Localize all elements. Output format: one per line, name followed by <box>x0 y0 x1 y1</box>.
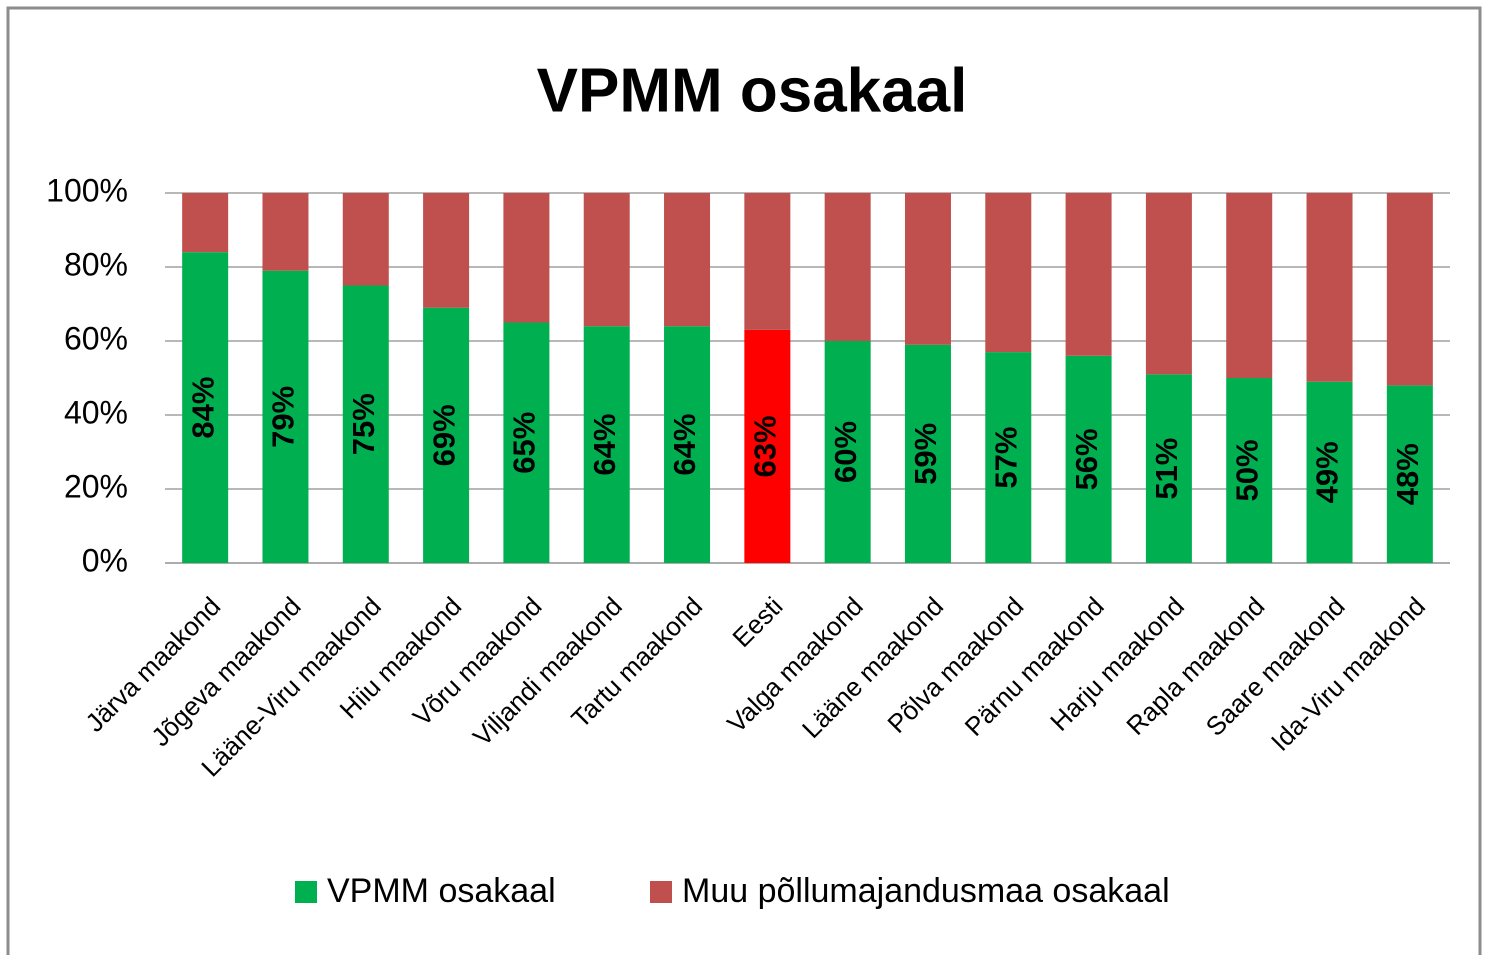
bar-segment <box>1145 374 1192 563</box>
bar-segment <box>1386 193 1433 386</box>
bar-segment <box>744 193 791 330</box>
data-label: 56% <box>1069 428 1104 490</box>
chart-title: VPMM osakaal <box>537 56 968 125</box>
legend-swatch <box>650 881 672 903</box>
bar-segment <box>423 307 470 563</box>
y-tick-label: 100% <box>46 172 128 208</box>
bar-segment <box>503 322 550 563</box>
bar-segment <box>503 193 550 323</box>
bar-segment <box>1226 193 1273 378</box>
bar-segment <box>1145 193 1192 375</box>
data-label: 49% <box>1310 441 1345 503</box>
data-label: 75% <box>346 393 381 455</box>
data-label: 69% <box>426 404 461 466</box>
bar-segment <box>342 285 389 563</box>
bar-segment <box>342 193 389 286</box>
bar-segment <box>182 193 229 253</box>
bar-segment <box>1306 381 1353 563</box>
bar-segment <box>182 252 229 563</box>
bar-segment <box>904 193 951 345</box>
bar-segment <box>904 344 951 563</box>
data-label: 64% <box>667 414 702 476</box>
data-label: 59% <box>908 423 943 485</box>
data-label: 60% <box>828 421 863 483</box>
bar-segment <box>744 329 791 563</box>
y-tick-label: 60% <box>64 320 128 356</box>
data-label: 79% <box>266 386 301 448</box>
bar-segment <box>664 326 711 563</box>
y-tick-label: 80% <box>64 246 128 282</box>
y-tick-label: 0% <box>82 542 128 578</box>
data-label: 48% <box>1390 443 1425 505</box>
data-label: 51% <box>1149 438 1184 500</box>
bar-segment <box>664 193 711 327</box>
data-label: 64% <box>587 414 622 476</box>
bar-segment <box>824 193 871 341</box>
bar-segment <box>1386 385 1433 563</box>
data-label: 57% <box>988 427 1023 489</box>
bar-segment <box>1306 193 1353 382</box>
bar-segment <box>583 326 630 563</box>
bar-segment <box>262 193 309 271</box>
bar-segment <box>985 193 1032 353</box>
bar-segment <box>423 193 470 308</box>
bar-segment <box>1065 193 1112 356</box>
data-label: 65% <box>507 412 542 474</box>
y-tick-label: 40% <box>64 394 128 430</box>
legend-label: VPMM osakaal <box>327 872 556 910</box>
data-label: 63% <box>748 415 783 477</box>
bar-segment <box>985 352 1032 563</box>
data-label: 50% <box>1229 439 1264 501</box>
legend-label: Muu põllumajandusmaa osakaal <box>682 872 1170 910</box>
legend-swatch <box>295 881 317 903</box>
bar-segment <box>262 270 309 563</box>
bar-segment <box>1065 355 1112 563</box>
bar-segment <box>824 341 871 563</box>
bar-segment <box>583 193 630 327</box>
y-tick-label: 20% <box>64 468 128 504</box>
data-label: 84% <box>185 377 220 439</box>
bar-segment <box>1226 378 1273 563</box>
